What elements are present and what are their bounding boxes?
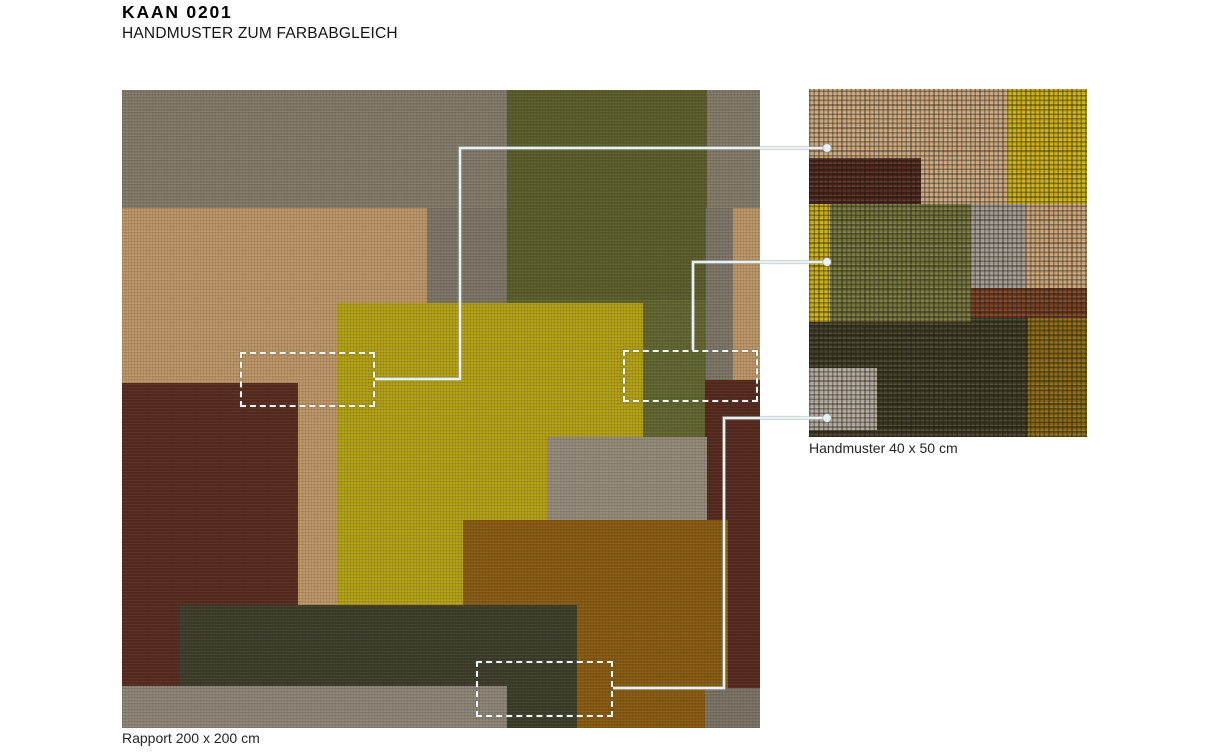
gray-bottom-right — [705, 688, 760, 728]
handmuster-caption: Handmuster 40 x 50 cm — [809, 440, 958, 456]
handmuster-sample-image — [809, 89, 1087, 437]
tan-mid-block — [1025, 204, 1087, 288]
gray-bottom-strip — [122, 686, 507, 728]
sample-box-3 — [476, 661, 613, 717]
sample-box-2 — [623, 350, 758, 402]
maroon-bar — [809, 158, 921, 204]
gray-col-mid — [427, 208, 507, 303]
green-column-upper — [507, 90, 707, 300]
page-title: KAAN 0201 — [122, 2, 233, 22]
sample-box-1 — [240, 352, 375, 407]
gray-mid-block-sm — [971, 204, 1025, 288]
gray-mid-block — [547, 437, 707, 520]
rust-bar — [971, 288, 1087, 318]
yellow-top-block — [1007, 89, 1087, 204]
rapport-pattern-image — [122, 90, 760, 728]
rapport-caption: Rapport 200 x 200 cm — [122, 730, 260, 746]
lightgray-block — [809, 368, 877, 430]
page-subtitle: HANDMUSTER ZUM FARBABGLEICH — [122, 25, 398, 42]
yellow-left-column — [809, 204, 830, 322]
olive-mid-block — [830, 204, 971, 322]
header: KAAN 0201 HANDMUSTER ZUM FARBABGLEICH — [122, 2, 398, 43]
mustard-column — [1028, 318, 1087, 437]
